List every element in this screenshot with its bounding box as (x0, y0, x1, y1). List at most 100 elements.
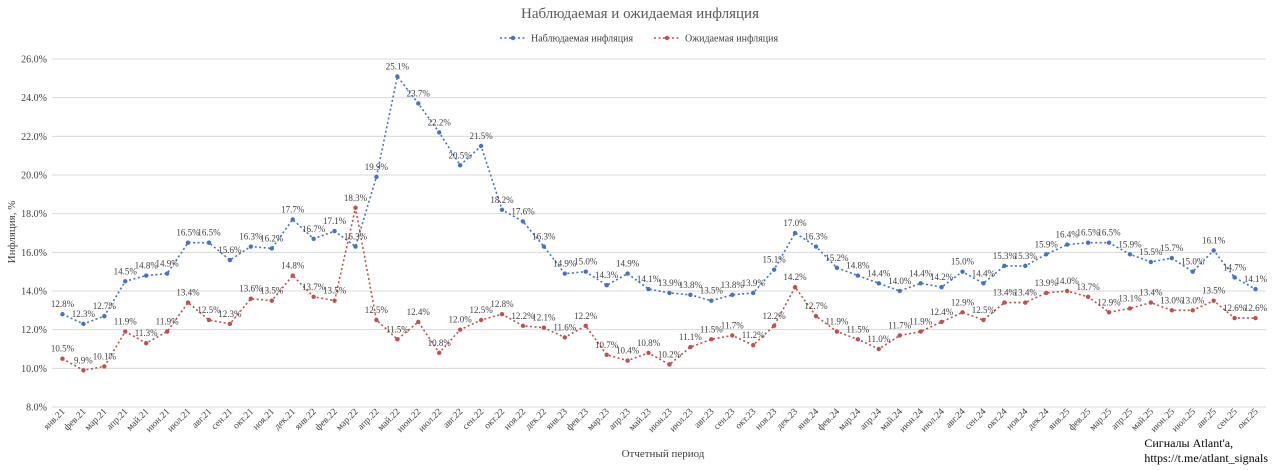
data-point-observed[interactable] (311, 236, 316, 241)
data-point-observed[interactable] (1002, 263, 1007, 269)
data-point-expected[interactable] (374, 317, 379, 323)
data-point-expected[interactable] (625, 358, 630, 363)
data-point-observed[interactable] (960, 269, 965, 274)
data-point-observed[interactable] (248, 244, 254, 249)
data-point-expected[interactable] (1002, 300, 1007, 305)
data-point-observed[interactable] (102, 313, 107, 319)
data-point-observed[interactable] (1023, 263, 1028, 269)
data-point-expected[interactable] (395, 337, 400, 342)
data-point-expected[interactable] (1064, 288, 1070, 294)
data-point-expected[interactable] (730, 333, 735, 338)
legend-item-observed[interactable]: Наблюдаемая инфляция (500, 34, 633, 45)
data-point-expected[interactable] (457, 327, 463, 332)
data-point-expected[interactable] (855, 337, 861, 342)
data-point-expected[interactable] (813, 313, 819, 319)
data-point-observed[interactable] (688, 292, 693, 298)
data-point-expected[interactable] (102, 364, 107, 369)
data-point-expected[interactable] (876, 346, 881, 352)
data-point-observed[interactable] (541, 244, 547, 249)
data-point-expected[interactable] (792, 284, 798, 290)
data-point-observed[interactable] (164, 271, 170, 276)
data-point-observed[interactable] (897, 288, 902, 294)
data-point-observed[interactable] (1169, 255, 1175, 261)
data-point-observed[interactable] (667, 290, 672, 296)
data-point-observed[interactable] (499, 207, 505, 212)
data-point-observed[interactable] (1253, 286, 1258, 292)
data-point-observed[interactable] (1064, 242, 1070, 247)
data-point-expected[interactable] (1169, 308, 1175, 313)
data-point-observed[interactable] (478, 143, 484, 149)
data-point-observed[interactable] (437, 130, 442, 135)
data-point-observed[interactable] (1190, 269, 1195, 274)
data-point-expected[interactable] (437, 350, 442, 356)
data-point-observed[interactable] (1085, 240, 1091, 245)
data-point-expected[interactable] (897, 333, 902, 338)
data-point-expected[interactable] (834, 329, 840, 334)
data-point-expected[interactable] (583, 323, 588, 328)
data-point-observed[interactable] (1148, 259, 1154, 265)
data-point-observed[interactable] (730, 292, 735, 298)
data-point-expected[interactable] (1211, 298, 1216, 303)
data-point-observed[interactable] (206, 240, 212, 245)
data-point-observed[interactable] (939, 284, 944, 290)
data-point-observed[interactable] (457, 163, 463, 168)
data-point-expected[interactable] (1044, 290, 1049, 296)
data-point-observed[interactable] (143, 273, 149, 278)
data-point-observed[interactable] (269, 246, 274, 251)
data-point-expected[interactable] (1190, 308, 1195, 313)
data-point-observed[interactable] (227, 257, 233, 263)
data-point-expected[interactable] (60, 356, 65, 361)
data-point-observed[interactable] (625, 271, 630, 276)
data-point-expected[interactable] (81, 368, 86, 373)
data-point-observed[interactable] (1106, 240, 1112, 245)
data-point-observed[interactable] (646, 286, 651, 292)
data-point-observed[interactable] (771, 267, 777, 272)
data-point-observed[interactable] (60, 312, 65, 317)
data-point-expected[interactable] (206, 317, 212, 323)
data-point-observed[interactable] (813, 244, 819, 249)
data-point-expected[interactable] (960, 310, 965, 315)
data-point-expected[interactable] (143, 341, 149, 346)
data-point-expected[interactable] (1023, 300, 1028, 305)
data-point-observed[interactable] (604, 283, 609, 288)
data-point-expected[interactable] (123, 329, 128, 334)
data-point-expected[interactable] (185, 300, 191, 305)
source-caption-link[interactable]: https://t.me/atlant_signals (1144, 451, 1268, 465)
data-point-expected[interactable] (499, 312, 505, 317)
data-point-expected[interactable] (1106, 310, 1112, 315)
data-point-observed[interactable] (750, 290, 756, 296)
data-point-expected[interactable] (520, 323, 526, 328)
data-point-expected[interactable] (290, 273, 295, 278)
data-point-observed[interactable] (792, 230, 798, 236)
data-point-expected[interactable] (1232, 315, 1237, 321)
data-point-observed[interactable] (1232, 275, 1237, 280)
data-point-expected[interactable] (562, 335, 568, 340)
data-point-expected[interactable] (248, 296, 254, 301)
data-point-observed[interactable] (562, 271, 568, 276)
data-point-observed[interactable] (81, 321, 86, 327)
legend-item-expected[interactable]: Ожидаемая инфляция (654, 34, 778, 45)
data-point-observed[interactable] (981, 281, 986, 286)
data-point-observed[interactable] (520, 219, 526, 224)
data-point-expected[interactable] (981, 317, 986, 323)
data-point-expected[interactable] (646, 350, 651, 356)
data-point-observed[interactable] (332, 228, 337, 234)
data-point-expected[interactable] (478, 317, 484, 323)
data-point-observed[interactable] (918, 281, 923, 286)
data-point-expected[interactable] (688, 344, 693, 350)
data-point-expected[interactable] (311, 294, 316, 299)
data-point-expected[interactable] (227, 321, 233, 327)
data-point-observed[interactable] (1044, 252, 1049, 257)
data-point-expected[interactable] (332, 298, 337, 303)
data-point-expected[interactable] (1085, 294, 1091, 299)
data-point-observed[interactable] (353, 244, 358, 249)
data-point-observed[interactable] (834, 265, 840, 270)
data-point-expected[interactable] (771, 323, 777, 328)
data-point-expected[interactable] (416, 319, 421, 325)
data-point-observed[interactable] (185, 240, 191, 245)
data-point-expected[interactable] (1253, 315, 1258, 321)
data-point-observed[interactable] (1211, 248, 1216, 253)
data-point-observed[interactable] (1127, 252, 1133, 257)
data-point-observed[interactable] (374, 174, 379, 180)
data-point-expected[interactable] (709, 337, 714, 342)
